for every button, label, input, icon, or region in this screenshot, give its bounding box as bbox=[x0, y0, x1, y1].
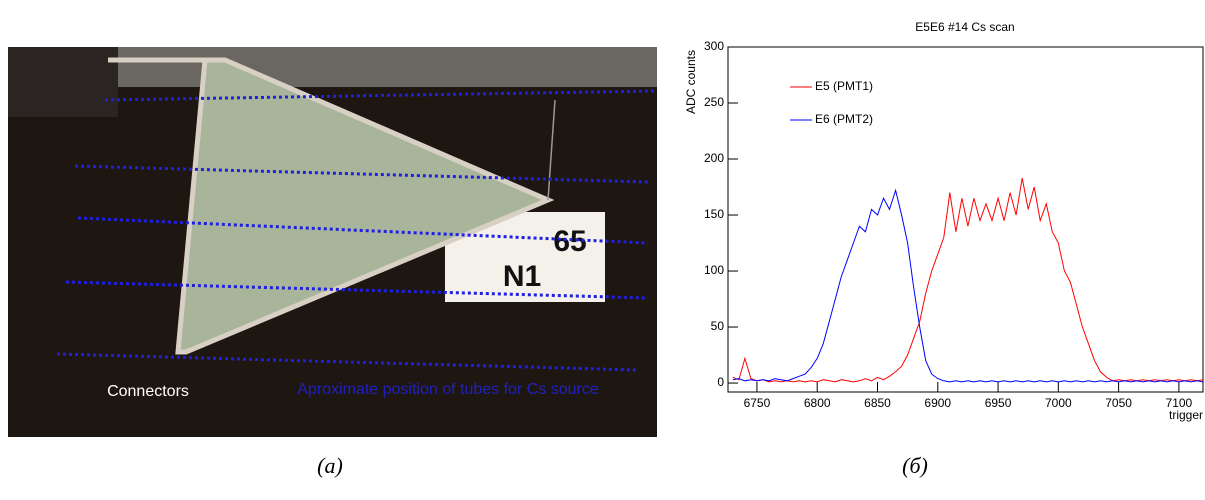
tube-lines bbox=[56, 89, 656, 372]
x-tick-label: 7000 bbox=[1045, 396, 1072, 410]
legend-label: E6 (PMT2) bbox=[815, 112, 873, 126]
y-tick-label: 250 bbox=[704, 95, 724, 109]
photo: 65 N1 Connectors Aproximate position of … bbox=[8, 47, 657, 437]
x-axis-label: trigger bbox=[1169, 408, 1203, 422]
caption: (б) bbox=[902, 453, 928, 478]
caption: (a) bbox=[317, 453, 343, 478]
tubes-label: Aproximate position of tubes for Cs sour… bbox=[297, 381, 599, 398]
y-tick-label: 0 bbox=[717, 375, 724, 389]
plot-frame bbox=[727, 46, 1204, 393]
sign bbox=[445, 212, 605, 302]
wire bbox=[547, 99, 556, 201]
legend-label: E5 (PMT1) bbox=[815, 79, 873, 93]
x-tick-label: 6750 bbox=[744, 396, 771, 410]
chart-title: E5E6 #14 Cs scan bbox=[915, 20, 1014, 34]
y-tick-label: 150 bbox=[704, 207, 724, 221]
sign-label: N1 bbox=[503, 260, 541, 293]
tube-line bbox=[77, 216, 649, 245]
x-tick-label: 6900 bbox=[924, 396, 951, 410]
y-tick-label: 300 bbox=[704, 39, 724, 53]
x-tick-label: 6850 bbox=[864, 396, 891, 410]
detector-plate bbox=[108, 57, 555, 355]
x-tick-label: 7100 bbox=[1166, 396, 1193, 410]
foil bbox=[110, 47, 657, 87]
y-tick-label: 50 bbox=[711, 319, 725, 333]
tube-line bbox=[56, 352, 637, 372]
x-tick-label: 7050 bbox=[1105, 396, 1132, 410]
series-line bbox=[732, 178, 1204, 383]
y-tick-label: 200 bbox=[704, 151, 724, 165]
sign-number: 65 bbox=[553, 225, 586, 258]
series-line bbox=[732, 188, 1204, 383]
shadow bbox=[8, 47, 118, 117]
connectors-label: Connectors bbox=[107, 383, 189, 400]
x-tick-label: 6950 bbox=[985, 396, 1012, 410]
y-tick-label: 100 bbox=[704, 263, 724, 277]
y-axis-label: ADC counts bbox=[684, 50, 698, 114]
tube-line bbox=[104, 89, 656, 102]
chart: E5E6 #14 Cs scan ADC counts trigger bbox=[684, 20, 1204, 422]
x-tick-label: 6800 bbox=[804, 396, 831, 410]
tube-line bbox=[65, 280, 649, 300]
